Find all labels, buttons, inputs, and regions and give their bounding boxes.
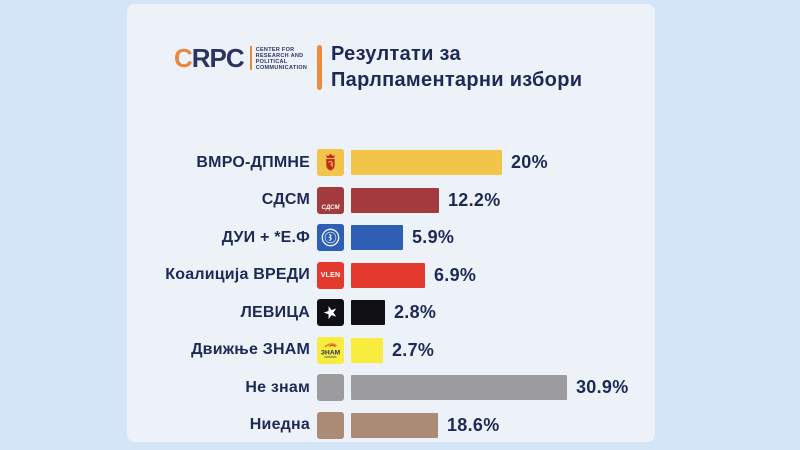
- gray-color-swatch-icon: [317, 374, 344, 401]
- crpc-logo: CRPC CENTER FOR RESEARCH AND POLITICAL C…: [174, 43, 307, 73]
- page-title: Резултати за Парлпаментарни избори: [331, 41, 582, 93]
- chart-row: Движње ЗНАМ ЗНАМ 2.7%: [127, 336, 655, 364]
- bar-value-label: 2.8%: [394, 302, 437, 322]
- page-title-line-2: Парлпаментарни избори: [331, 69, 583, 91]
- bar: [351, 225, 403, 250]
- party-label: ДУИ + *Е.Ф: [221, 228, 310, 246]
- bar: [351, 337, 383, 363]
- levica-star-icon: ★: [317, 299, 344, 326]
- party-label: Не знам: [245, 378, 310, 396]
- bar-value-label: 12.2%: [448, 189, 501, 210]
- bar-value-label: 30.9%: [576, 377, 629, 397]
- title-accent-bar: [317, 45, 322, 90]
- logo-tagline-line: POLITICAL: [255, 59, 288, 65]
- party-label: Ниедна: [249, 416, 310, 433]
- bar-value-label: 20%: [511, 152, 548, 172]
- star-glyph: ★: [320, 301, 341, 324]
- logo-letters-rpc: RPC: [191, 43, 245, 73]
- bar: [351, 375, 567, 400]
- bar-value-label: 6.9%: [434, 264, 477, 285]
- party-label: ВМРО-ДПМНЕ: [196, 153, 310, 171]
- logo-tagline-line: CENTER FOR: [255, 47, 295, 53]
- bar-chart: ВМРО-ДПМНЕ 20% СДСМ СДСМ 12.2% ДУИ + *Е.Ф 5.9%…: [127, 149, 655, 439]
- bar-value-label: 5.9%: [412, 227, 455, 247]
- chart-row: СДСМ СДСМ 12.2%: [127, 186, 655, 214]
- dui-eagle-emblem-icon: [317, 224, 344, 251]
- logo-letter-c: C: [174, 43, 193, 73]
- circular-emblem-graphic: [317, 224, 344, 251]
- page-title-line-1: Резултати за: [331, 43, 461, 65]
- party-label: ЛЕВИЦА: [240, 303, 310, 321]
- lion-crest-graphic: [317, 149, 344, 176]
- party-label: Движње ЗНАМ: [191, 341, 310, 358]
- party-label: СДСМ: [261, 191, 310, 208]
- bar-value-label: 18.6%: [447, 414, 500, 435]
- bar: [351, 262, 425, 288]
- results-card: CRPC CENTER FOR RESEARCH AND POLITICAL C…: [127, 4, 655, 442]
- chart-row: ЛЕВИЦА ★ 2.8%: [127, 299, 655, 326]
- vlen-logo-icon: VLEN: [317, 261, 344, 289]
- sdsm-logo-icon: СДСМ: [317, 186, 344, 214]
- brown-color-swatch-icon: [317, 411, 344, 439]
- logo-tagline: CENTER FOR RESEARCH AND POLITICAL COMMUN…: [256, 46, 307, 71]
- znam-logo-icon: ЗНАМ: [317, 336, 344, 364]
- party-abbrev-text: VLEN: [320, 271, 341, 279]
- logo-tagline-line: RESEARCH AND: [255, 53, 304, 59]
- swoosh-graphic: ЗНАМ: [317, 336, 344, 364]
- svg-text:ЗНАМ: ЗНАМ: [321, 349, 341, 356]
- chart-row: Коалиција ВРЕДИ VLEN 6.9%: [127, 261, 655, 289]
- bar: [351, 300, 385, 325]
- logo-tagline-line: COMMUNICATION: [255, 65, 308, 71]
- chart-row: Ниедна 18.6%: [127, 411, 655, 439]
- chart-row: ВМРО-ДПМНЕ 20%: [127, 149, 655, 176]
- bar: [351, 412, 438, 438]
- bar-value-label: 2.7%: [392, 339, 435, 360]
- vmro-dpmne-lion-emblem-icon: [317, 149, 344, 176]
- bar: [351, 187, 439, 213]
- logo-acronym: CRPC: [174, 43, 245, 73]
- bar: [351, 150, 502, 175]
- chart-row: ДУИ + *Е.Ф 5.9%: [127, 224, 655, 251]
- party-abbrev-text: СДСМ: [321, 204, 340, 211]
- chart-row: Не знам 30.9%: [127, 374, 655, 401]
- party-label: Коалиција ВРЕДИ: [165, 266, 310, 283]
- logo-divider: [249, 46, 252, 70]
